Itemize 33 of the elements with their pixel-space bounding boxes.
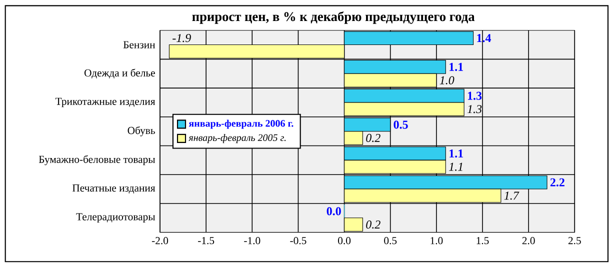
data-label: 1.1	[450, 62, 463, 71]
legend-label: январь-февраль 2006 г.	[188, 120, 294, 129]
data-label: 1.0	[440, 76, 454, 84]
data-label: 1.7	[504, 192, 520, 200]
x-tick-label: -0.5	[290, 237, 306, 244]
y-tick-label: Бензин	[123, 41, 156, 48]
x-tick-label: 2.5	[568, 237, 581, 244]
x-tick-label: -1.5	[198, 237, 214, 244]
data-label: 1.1	[450, 149, 463, 158]
x-tick-label: 0.5	[384, 237, 397, 244]
data-label: 0.2	[366, 220, 380, 229]
y-tick-label: Печатные издания	[72, 184, 156, 194]
y-tick-label: Обувь	[128, 126, 155, 136]
y-tick-label: Трикотажные изделия	[56, 98, 156, 108]
x-tick-label: 1.5	[476, 237, 489, 244]
data-label: -1.9	[172, 34, 191, 42]
legend-label: январь-февраль 2005 г.	[188, 134, 286, 144]
y-tick-label: Телерадиотовары	[76, 213, 156, 223]
data-label: 0.2	[366, 134, 380, 142]
data-label: 1.3	[467, 105, 482, 114]
x-tick-label: -1.0	[244, 237, 260, 244]
data-label: 0.5	[394, 120, 408, 129]
data-label: 1.1	[449, 162, 462, 171]
x-tick-label: 1.0	[430, 237, 443, 244]
chart-title: прирост цен, в % к декабрю предыдущего года	[192, 11, 475, 24]
x-tick-label: -2.0	[152, 237, 168, 244]
data-label: 0.0	[326, 207, 341, 216]
data-label: 1.3	[468, 92, 482, 100]
y-tick-label: Бумажно-беловые товары	[38, 155, 156, 166]
data-label: 2.2	[550, 178, 564, 186]
y-tick-label: Одежда и белье	[84, 68, 155, 78]
x-tick-label: 2.0	[522, 237, 535, 244]
x-tick-label: 0.0	[338, 237, 351, 244]
